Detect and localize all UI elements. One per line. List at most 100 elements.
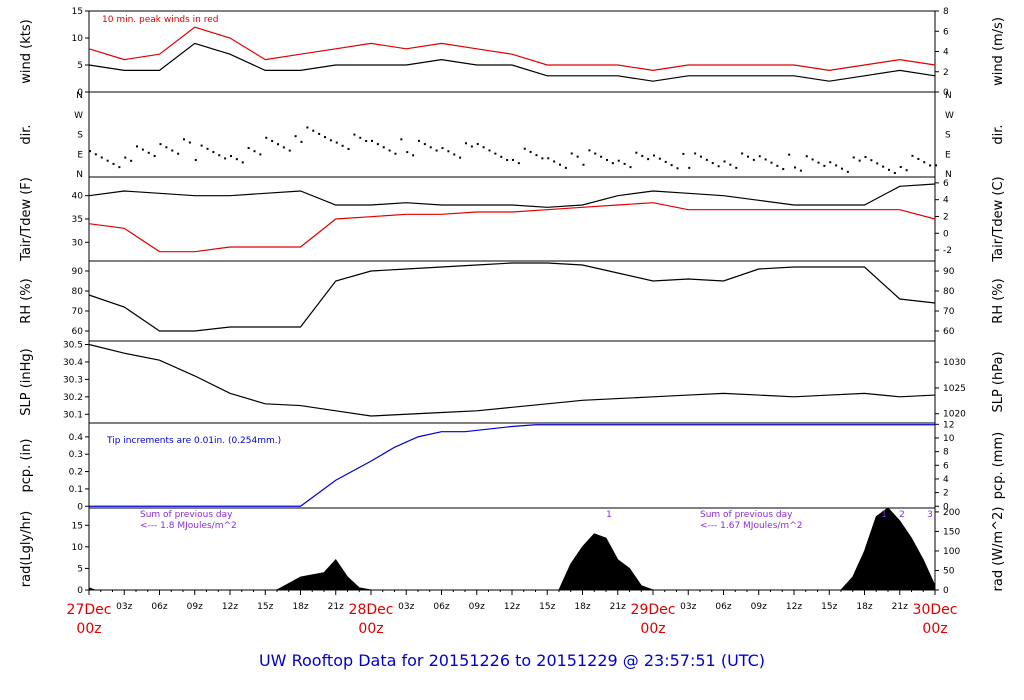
- y-axis-label-left: SLP (inHg): [19, 348, 34, 416]
- x-day-label: 30Dec: [913, 602, 958, 618]
- series-line-relative-humidity: [88, 262, 936, 332]
- direction-point: [700, 155, 702, 158]
- direction-point: [829, 161, 832, 164]
- direction-point: [365, 139, 368, 142]
- radiation-area: [88, 507, 936, 591]
- direction-point: [823, 164, 826, 167]
- direction-point: [100, 156, 103, 159]
- direction-point: [688, 166, 691, 169]
- y-axis-label-right: SLP (hPa): [991, 351, 1006, 412]
- y-tick-label-right: 50: [943, 566, 955, 576]
- direction-point: [658, 157, 661, 160]
- direction-point: [188, 141, 191, 144]
- y-tick-label: 0: [77, 586, 83, 596]
- x-hour-label: 06z: [715, 602, 731, 612]
- direction-point: [294, 135, 297, 138]
- direction-point: [570, 152, 573, 155]
- direction-point: [888, 168, 890, 171]
- y-tick-label-right: 200: [943, 508, 960, 518]
- direction-point: [165, 146, 168, 149]
- y-tick-label: 30.3: [63, 375, 83, 385]
- panel-4: 30.1 30.2 30.3 30.4 30.5 1020 1025 1030 SLP (inH…: [19, 340, 1006, 424]
- y-tick-label: 5: [77, 61, 83, 71]
- direction-point: [799, 169, 802, 172]
- direction-point: [300, 140, 303, 143]
- direction-point: [670, 164, 673, 167]
- direction-point: [611, 162, 614, 165]
- direction-point: [893, 172, 896, 175]
- direction-point: [623, 162, 626, 165]
- direction-point: [841, 167, 843, 170]
- y-tick-label-right: N: [945, 170, 952, 180]
- y-axis-label-left: pcp. (in): [19, 439, 34, 493]
- x-hour-label: 12z: [504, 602, 520, 612]
- y-tick-label: 30.5: [63, 340, 83, 350]
- x-hour-label: 09z: [187, 602, 203, 612]
- direction-point: [747, 155, 749, 158]
- y-tick-label-right: 6: [943, 27, 949, 37]
- x-hour-label: 03z: [680, 602, 696, 612]
- y-tick-label-right: 4: [943, 196, 949, 206]
- x-hour-label: 18z: [574, 602, 590, 612]
- panel-5: 0 0.1 0.2 0.3 0.4 0 2 4 6 8 10 12 pcp. (in) pcp. (mm)…: [19, 420, 1006, 512]
- direction-point: [418, 139, 420, 142]
- direction-point: [282, 146, 285, 149]
- y-tick-label-right: 4: [943, 475, 949, 485]
- y-tick-label-right: 2: [943, 212, 949, 222]
- x-hour-label: 03z: [116, 602, 132, 612]
- direction-point: [629, 166, 632, 169]
- x-hour-label: 21z: [610, 602, 626, 612]
- y-tick-label-right: 150: [943, 527, 960, 537]
- y-tick-label-right: -2: [943, 246, 952, 256]
- y-tick-label-right: 80: [943, 287, 955, 297]
- direction-point: [711, 162, 714, 165]
- x-day-hour-label: 00z: [76, 621, 101, 637]
- direction-point: [112, 162, 115, 165]
- direction-point: [794, 166, 796, 169]
- y-axis-label-left: Tair/Tdew (F): [19, 177, 34, 262]
- direction-point: [717, 165, 720, 168]
- direction-point: [247, 146, 250, 149]
- direction-point: [265, 136, 268, 139]
- direction-point: [876, 162, 879, 165]
- direction-point: [183, 138, 185, 141]
- x-hour-label: 09z: [751, 602, 767, 612]
- direction-point: [758, 155, 761, 158]
- direction-point: [641, 154, 644, 157]
- direction-point: [600, 155, 603, 158]
- y-tick-label-right: 2: [943, 489, 949, 499]
- y-axis-label-left: rad(Lgly/hr): [19, 511, 34, 587]
- direction-point: [412, 154, 415, 157]
- x-day-hour-label: 00z: [358, 621, 383, 637]
- x-axis: 03z 06z 09z 12z 15z 18z 21z 03z 06z 09z 12z 15z 18z 2…: [67, 590, 958, 637]
- y-tick-label-right: W: [945, 111, 954, 121]
- direction-point: [729, 163, 732, 166]
- y-tick-label: 35: [72, 215, 83, 225]
- y-tick-label: 0.1: [69, 485, 83, 495]
- direction-point: [89, 150, 91, 153]
- direction-point: [371, 139, 373, 142]
- direction-point: [547, 157, 550, 160]
- direction-point: [635, 151, 638, 154]
- direction-point: [741, 152, 744, 155]
- direction-point: [923, 161, 926, 164]
- y-axis-label-right: wind (m/s): [991, 17, 1006, 86]
- direction-point: [594, 152, 597, 155]
- y-tick-label-right: 10: [943, 434, 955, 444]
- direction-point: [206, 147, 209, 150]
- y-tick-label: 0: [77, 502, 83, 512]
- direction-point: [306, 126, 309, 129]
- direction-point: [617, 159, 620, 162]
- y-tick-label-right: 8: [943, 7, 949, 17]
- direction-point: [935, 164, 937, 167]
- x-hour-label: 06z: [433, 602, 449, 612]
- panel-2: 30 35 40 -2 0 2 4 6 Tair/Tdew (F) Tair/Tdew (C): [19, 176, 1006, 262]
- direction-point: [553, 160, 556, 163]
- direction-point: [253, 150, 256, 153]
- y-axis-label-left: dir.: [19, 124, 34, 144]
- direction-point: [259, 153, 262, 156]
- direction-point: [576, 155, 579, 158]
- y-tick-label-right: N: [945, 91, 952, 101]
- direction-point: [805, 155, 808, 158]
